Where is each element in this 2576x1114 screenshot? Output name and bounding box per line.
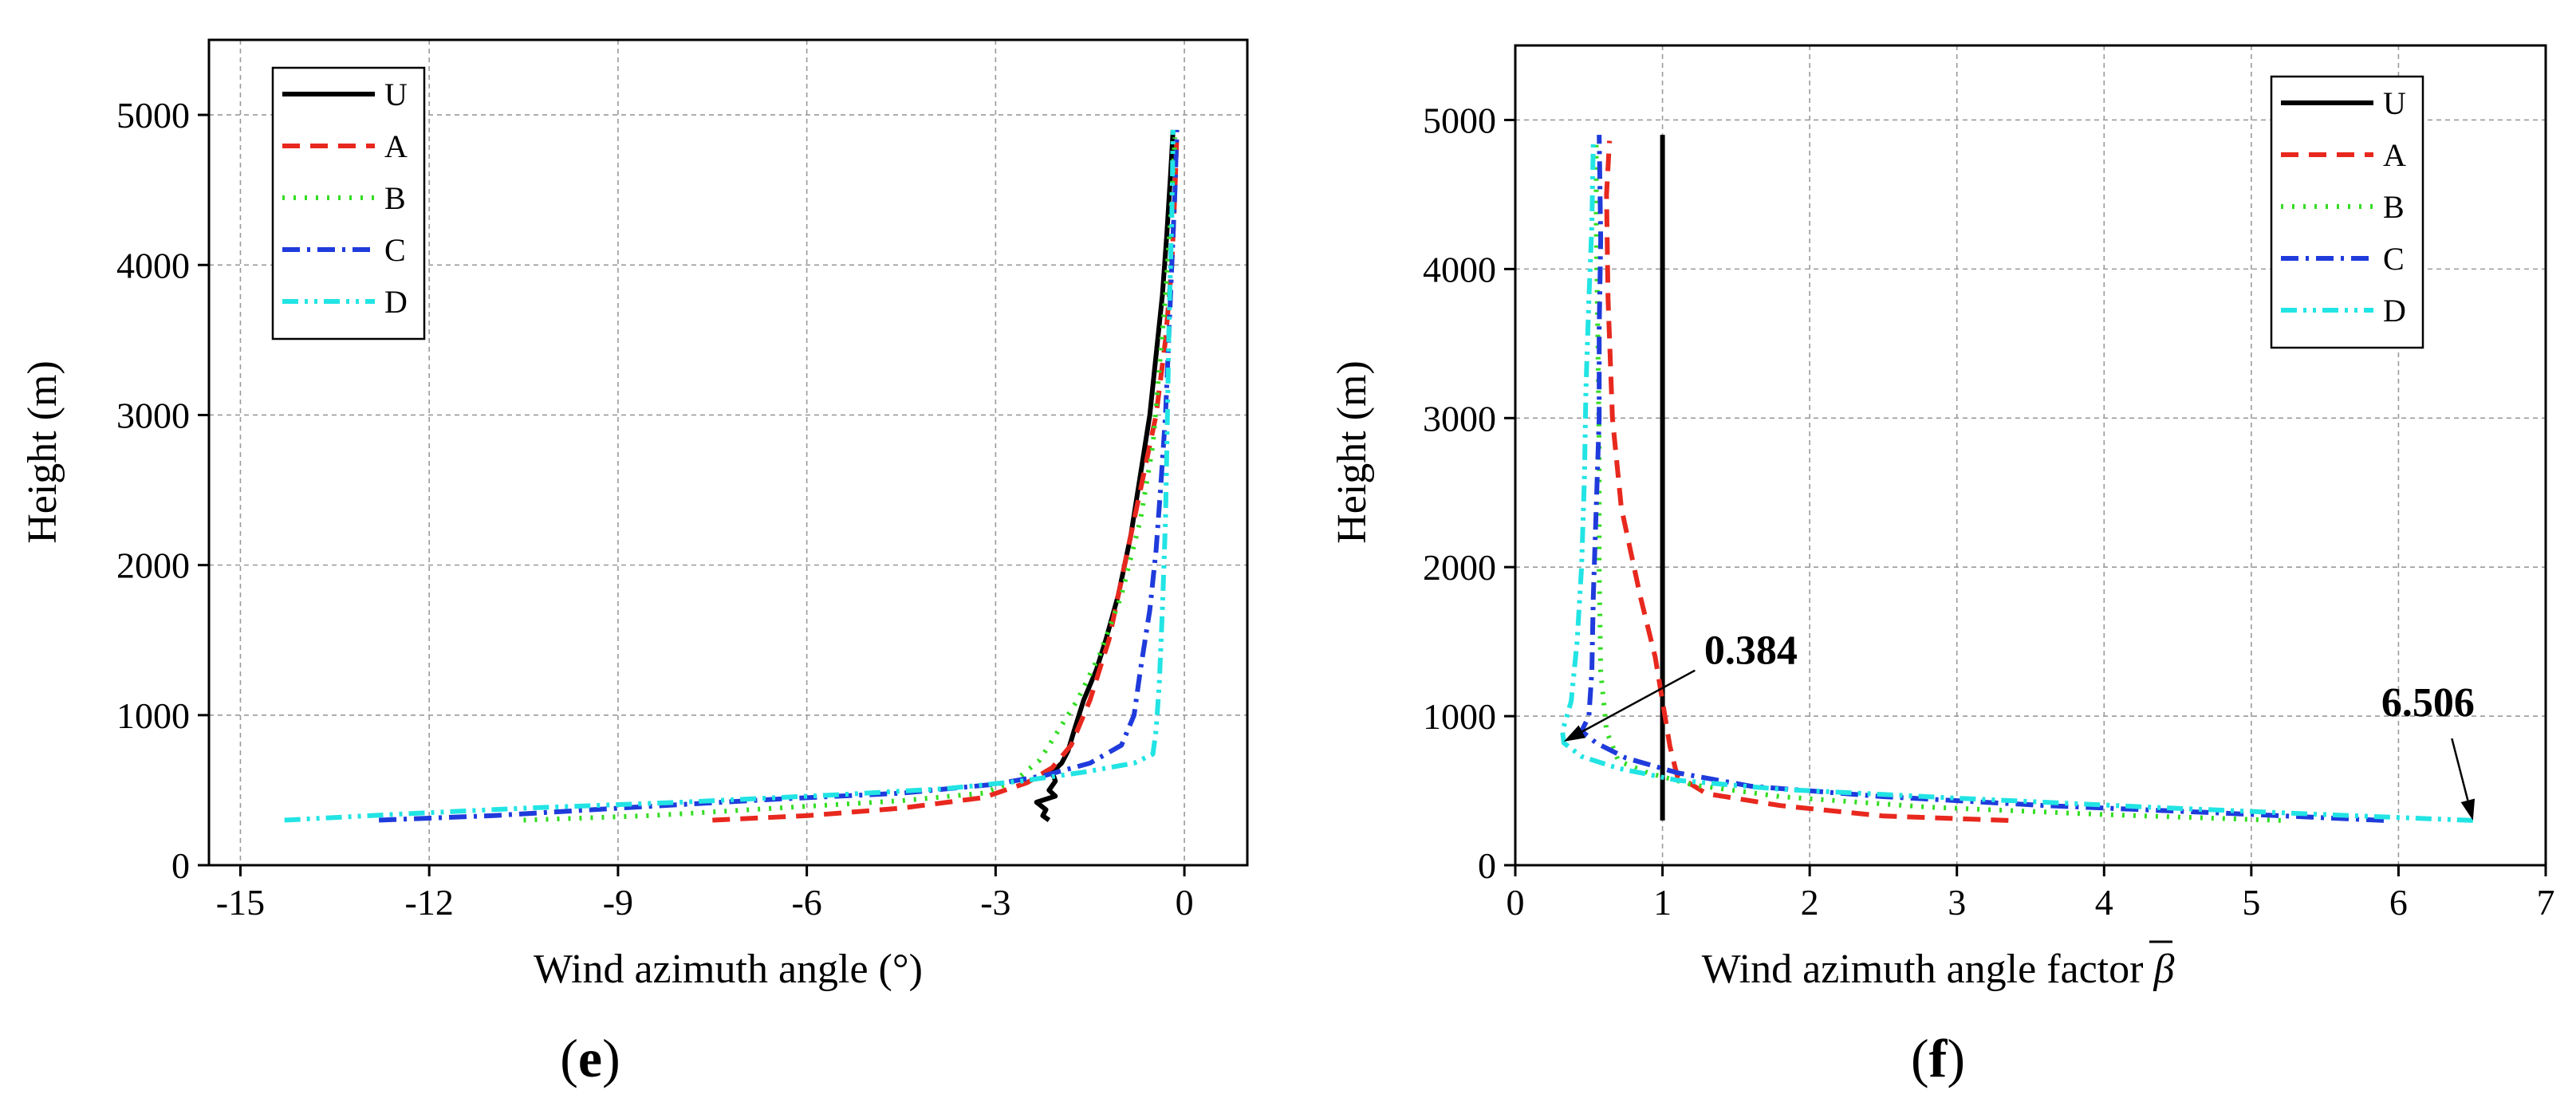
- chart-f-xtick-label: 1: [1653, 882, 1672, 923]
- chart-e-series-U: [1034, 129, 1176, 822]
- chart-f-panel-label: (f): [1911, 1028, 1965, 1088]
- chart-f-xtick-label: 3: [1948, 882, 1966, 923]
- chart-e-legend-label-U: U: [384, 77, 408, 112]
- chart-f-annotation-arrow: [1581, 669, 1696, 733]
- chart-f-xlabel: Wind azimuth angle factor β: [1702, 947, 2175, 992]
- chart-f-annotation-label: 0.384: [1704, 628, 1798, 674]
- chart-e-xtick-label: -9: [603, 882, 633, 923]
- chart-f-legend-label-C: C: [2383, 241, 2405, 277]
- chart-f-ytick-label: 5000: [1423, 100, 1496, 140]
- chart-f-ytick-label: 1000: [1423, 696, 1496, 737]
- chart-e-series-A: [712, 136, 1180, 823]
- chart-f-annotation-arrowhead: [1563, 725, 1586, 742]
- chart-e-ytick-label: 0: [171, 845, 190, 886]
- chart-e-ytick-label: 1000: [116, 695, 190, 736]
- chart-f-xtick-label: 0: [1507, 882, 1525, 923]
- beta-bar-symbol: β: [2153, 947, 2174, 992]
- chart-e-panel-label: (e): [560, 1028, 620, 1088]
- chart-f-legend-box: [2270, 75, 2424, 349]
- chart-f-ytick-label: 4000: [1423, 249, 1496, 289]
- chart-f-ytick-label: 2000: [1423, 547, 1496, 588]
- chart-e-ytick-label: 5000: [116, 95, 190, 136]
- chart-e-legend-label-B: B: [384, 180, 406, 216]
- chart-e-legend-label-A: A: [384, 128, 408, 164]
- chart-f-xtick-label: 7: [2537, 882, 2555, 923]
- chart-e-ticks: -15 -12 -9 -6 -3 0 0 1000 2000 3000 4000 5000: [116, 95, 1194, 923]
- chart-f-xtick-label: 2: [1801, 882, 1819, 923]
- chart-f-annotation-label: 6.506: [2381, 680, 2475, 726]
- chart-f-annotations: 0.384 6.506: [1563, 628, 2476, 821]
- chart-e-xtick-label: -3: [980, 882, 1010, 923]
- chart-e-xlabel: Wind azimuth angle (°): [534, 947, 923, 992]
- chart-f-legend-label-U: U: [2383, 85, 2406, 121]
- chart-f-xtick-label: 5: [2242, 882, 2260, 923]
- chart-f-ylabel: Height (m): [1329, 360, 1375, 544]
- chart-e-ylabel: Height (m): [20, 360, 65, 544]
- chart-f-ytick-label: 3000: [1423, 398, 1496, 439]
- chart-f-legend-label-A: A: [2383, 137, 2406, 173]
- chart-f-annotation-arrow: [2451, 738, 2469, 801]
- chart-e-xtick-label: -12: [405, 882, 454, 923]
- chart-e-legend-label-C: C: [384, 232, 406, 268]
- chart-e-ytick-label: 4000: [116, 245, 190, 285]
- chart-e-series-B: [523, 137, 1178, 823]
- chart-f-ticks: 0 1 2 3 4 5 6 7 0 1000 2000 3000 4000 5000: [1423, 100, 2555, 923]
- chart-e-ytick-label: 3000: [116, 395, 190, 435]
- chart-e-series-D: [284, 129, 1176, 823]
- chart-f-xtick-label: 4: [2095, 882, 2113, 923]
- chart-f-legend-label-B: B: [2383, 189, 2405, 225]
- chart-f-frame: [1514, 44, 2547, 867]
- chart-e-grid: [209, 40, 1247, 865]
- chart-e-xtick-label: 0: [1176, 882, 1194, 923]
- chart-e-legend-box: [271, 66, 426, 340]
- chart-f-xtick-label: 6: [2389, 882, 2408, 923]
- chart-f-annotation-arrowhead: [2460, 798, 2476, 821]
- chart-e-xtick-label: -6: [791, 882, 821, 923]
- chart-e-ytick-label: 2000: [116, 545, 190, 586]
- chart-f-legend-label-D: D: [2383, 293, 2406, 329]
- chart-e-plot-area: [284, 129, 1180, 823]
- chart-e-frame: [207, 38, 1249, 867]
- chart-f-ytick-label: 0: [1478, 845, 1496, 886]
- chart-e-legend-label-D: D: [384, 284, 408, 320]
- chart-e: -15 -12 -9 -6 -3 0 0 1000 2000 3000 4000 5000 UABCD…: [20, 38, 1249, 1088]
- chart-e-xtick-label: -15: [216, 882, 265, 923]
- chart-f-series-D: [1560, 142, 2473, 823]
